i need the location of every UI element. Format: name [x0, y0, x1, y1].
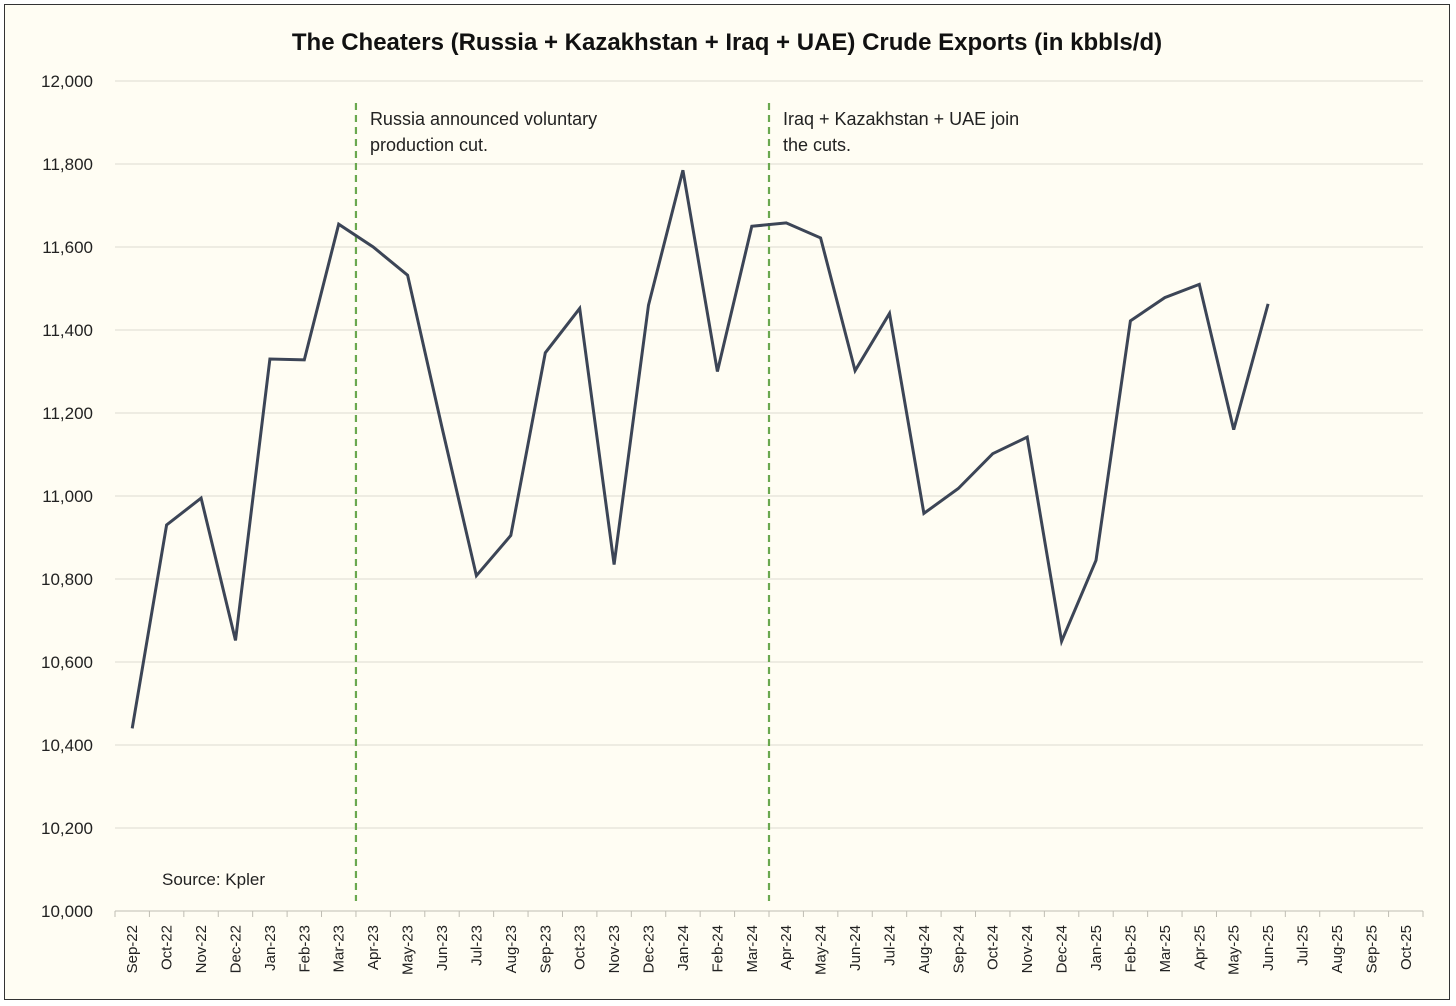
source-note: Source: Kpler: [162, 870, 265, 889]
annotation-text-line: Iraq + Kazakhstan + UAE join: [783, 109, 1019, 129]
x-tick-label: Jul-25: [1295, 925, 1312, 966]
annotation-text-line: the cuts.: [783, 135, 851, 155]
series-line: [130, 169, 1270, 729]
x-tick-label: May-24: [813, 925, 830, 975]
y-tick-label: 12,000: [41, 72, 93, 91]
y-tick-label: 10,000: [41, 902, 93, 921]
chart-title: The Cheaters (Russia + Kazakhstan + Iraq…: [291, 29, 1163, 56]
chart-frame: The Cheaters (Russia + Kazakhstan + Iraq…: [4, 4, 1450, 1000]
x-tick-label: Aug-25: [1329, 925, 1346, 973]
x-tick-label: May-25: [1226, 925, 1243, 975]
annotation-text: Iraq + Kazakhstan + UAE join the cuts.: [783, 109, 1019, 155]
series-layer: [130, 169, 1270, 729]
x-tick-label: Oct-25: [1398, 925, 1415, 970]
x-tick-label: Apr-23: [365, 925, 382, 970]
x-tick-label: Mar-23: [331, 925, 348, 973]
labels: 10,000 10,200 10,400 10,600 10,800 11,000 11,2…: [41, 72, 1415, 975]
x-tick-label: Jun-24: [847, 925, 864, 971]
x-tick-label: Dec-22: [227, 925, 244, 973]
x-tick-label: Jan-25: [1088, 925, 1105, 971]
x-tick-label: Jun-23: [434, 925, 451, 971]
x-tick-label: Sep-23: [537, 925, 554, 973]
y-tick-label: 11,600: [42, 238, 93, 257]
x-tick-label: Feb-23: [296, 925, 313, 973]
x-tick-label: Dec-24: [1054, 925, 1071, 973]
x-tick-label: Aug-24: [916, 925, 933, 973]
annotation-text: Russia announced voluntary production cut…: [370, 109, 597, 155]
x-tick-label: Apr-24: [778, 925, 795, 970]
x-tick-label: Jun-25: [1260, 925, 1277, 971]
x-tick-label: Nov-22: [193, 925, 210, 973]
axes: [114, 910, 1424, 917]
y-tick-label: 11,200: [42, 404, 93, 423]
y-tick-label: 11,400: [42, 321, 93, 340]
line-chart: 10,000 10,200 10,400 10,600 10,800 11,000 11,2…: [41, 72, 1424, 975]
y-tick-label: 10,600: [41, 653, 93, 672]
x-tick-label: Oct-23: [572, 925, 589, 970]
x-tick-label: Mar-25: [1157, 925, 1174, 973]
x-tick-label: Feb-25: [1122, 925, 1139, 973]
x-tick-label: Aug-23: [503, 925, 520, 973]
y-tick-label: 10,800: [41, 570, 93, 589]
x-tick-label: Feb-24: [709, 925, 726, 973]
y-tick-label: 11,000: [42, 487, 93, 506]
x-tick-label: Jan-24: [675, 925, 692, 971]
x-tick-label: Oct-22: [159, 925, 176, 970]
x-tick-label: Jul-23: [468, 925, 485, 966]
x-tick-label: Jan-23: [262, 925, 279, 971]
x-tick-label: Sep-22: [124, 925, 141, 973]
x-tick-label: Mar-24: [744, 925, 761, 973]
x-tick-label: Nov-23: [606, 925, 623, 973]
x-tick-label: Oct-24: [985, 925, 1002, 970]
x-tick-label: Apr-25: [1191, 925, 1208, 970]
y-tick-label: 10,200: [41, 819, 93, 838]
annotation-text-line: Russia announced voluntary: [370, 109, 597, 129]
x-tick-label: May-23: [400, 925, 417, 975]
x-tick-label: Nov-24: [1019, 925, 1036, 973]
annotation-text-line: production cut.: [370, 135, 488, 155]
y-tick-label: 11,800: [42, 155, 93, 174]
x-tick-label: Sep-25: [1363, 925, 1380, 973]
annotation-lines: [354, 103, 771, 901]
y-tick-label: 10,400: [41, 736, 93, 755]
x-tick-label: Dec-23: [641, 925, 658, 973]
x-tick-label: Jul-24: [881, 925, 898, 966]
x-tick-label: Sep-24: [950, 925, 967, 973]
